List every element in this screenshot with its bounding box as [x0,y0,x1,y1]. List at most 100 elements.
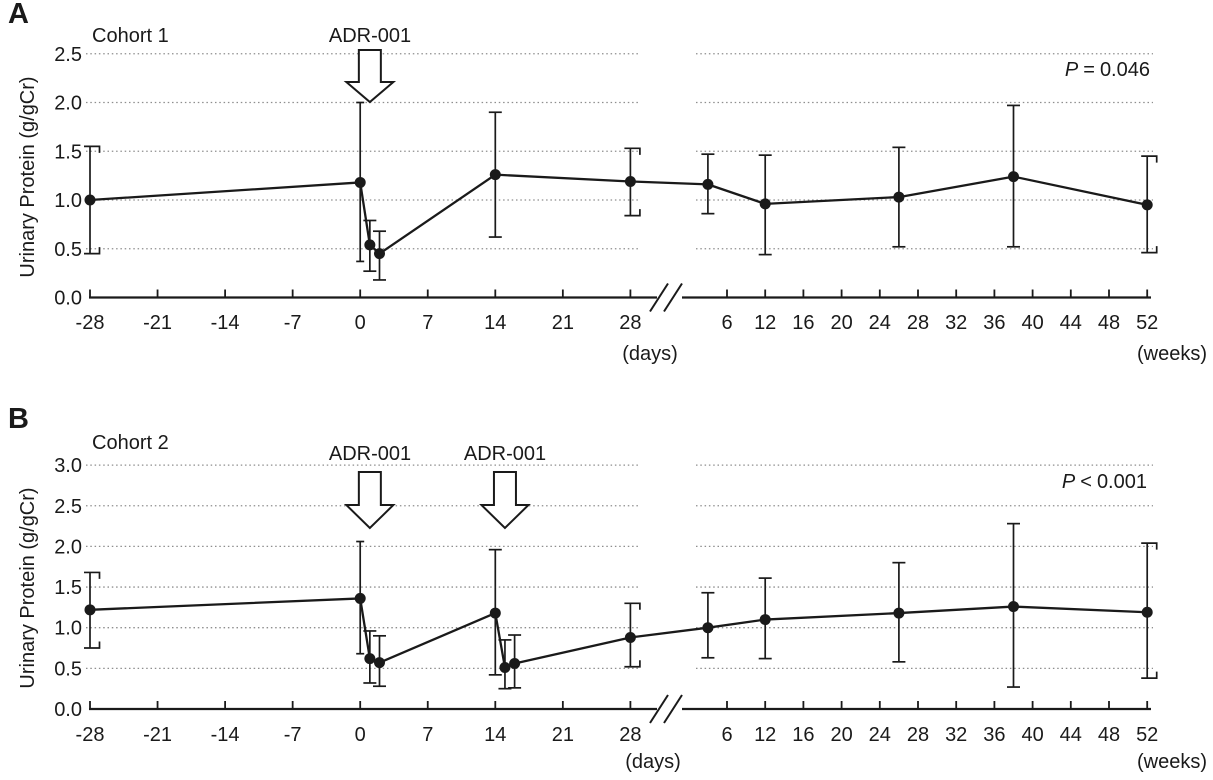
day-tick-label: -14 [211,312,240,334]
panel-b-y-axis-title: Urinary Protein (g/gCr) [17,487,39,689]
p-number: 0.001 [1096,471,1147,493]
y-tick-label: 3.0 [54,455,82,477]
week-tick-label: 36 [983,312,1005,334]
panel-a-weeks-unit-label: (weeks) [1136,343,1208,365]
day-tick-label: -14 [211,724,240,746]
day-tick-label: 7 [422,724,433,746]
day-tick-label: 14 [484,312,506,334]
data-point [509,657,521,669]
panel-a-title: Cohort 1 [92,25,169,47]
data-point [624,175,636,187]
p-symbol: P [1064,59,1079,81]
y-tick-label: 2.0 [54,93,82,115]
week-tick-label: 24 [869,312,891,334]
panel-a-p-value: P = 0.046 [1065,60,1150,80]
treatment-arrow-icon [343,471,396,530]
day-tick-label: 7 [422,312,433,334]
data-line [89,173,1148,255]
day-tick-label: -21 [143,312,172,334]
p-symbol: P [1061,471,1076,493]
data-point [364,239,376,251]
week-tick-label: 32 [945,724,967,746]
p-number: 0.046 [1099,59,1150,81]
y-tick-label: 1.5 [54,141,82,163]
day-tick-label: -21 [143,724,172,746]
y-tick-label: 2.5 [54,44,82,66]
axis-break-icon [649,282,669,313]
treatment-arrow-icon [343,49,397,104]
panel-a-days-unit-label: (days) [622,343,678,365]
axis-break-icon [649,694,669,724]
data-line [89,597,1148,669]
data-point [702,178,714,190]
data-point [759,198,771,210]
data-point [374,248,385,260]
week-tick-label: 12 [754,724,776,746]
y-tick-label: 2.0 [54,536,82,558]
p-relation: = [1083,59,1095,81]
day-tick-label: 14 [484,724,506,746]
day-tick-label: 0 [355,312,366,334]
data-point [84,194,96,206]
data-point [759,614,771,626]
panel-b-title: Cohort 2 [92,432,169,454]
panel-b-p-value: P <0.001 [1062,472,1147,492]
panel-b-weeks-unit-label: (weeks) [1136,751,1208,773]
day-tick-label: 0 [355,724,366,746]
day-tick-label: 28 [619,312,641,334]
week-tick-label: 32 [945,312,967,334]
panel-a: -28 -21 -14 -7 0 7 14 21 28 6 12 16 20 24 28 32 36 40 44 48… [54,44,1158,334]
week-tick-label: 28 [907,312,929,334]
week-tick-label: 52 [1136,724,1158,746]
y-tick-label: 0.0 [54,699,82,721]
week-tick-label: 44 [1060,312,1082,334]
y-tick-label: 1.0 [54,190,82,212]
day-tick-label: 21 [552,312,574,334]
data-point [489,169,501,181]
day-tick-label: 28 [619,724,641,746]
y-tick-label: 1.5 [54,577,82,599]
panel-b-letter: B [8,403,29,435]
week-tick-label: 36 [983,724,1005,746]
data-point [364,653,376,665]
data-point [489,607,501,619]
week-tick-label: 6 [721,312,732,334]
data-point [1008,171,1019,183]
day-tick-label: -28 [76,724,105,746]
data-point [1008,601,1019,613]
week-tick-label: 16 [792,724,814,746]
data-point [702,622,714,634]
week-tick-label: 52 [1136,312,1158,334]
axis-break-icon [663,694,683,724]
day-tick-label: -28 [76,312,105,334]
data-point [354,592,366,604]
data-point [374,657,385,669]
data-point [624,631,636,643]
data-point [1141,199,1153,211]
data-point [84,604,96,616]
data-point [893,607,905,619]
week-tick-label: 20 [830,724,852,746]
y-tick-label: 0.5 [54,239,82,261]
week-tick-label: 48 [1098,312,1120,334]
data-point [354,176,366,188]
week-tick-label: 40 [1021,312,1043,334]
data-point [1141,606,1153,618]
panel-a-treatment-label: ADR-001 [328,25,412,47]
panel-a-letter: A [8,0,29,30]
y-tick-label: 0.5 [54,658,82,680]
p-relation: < [1080,471,1092,493]
data-point [893,191,905,203]
week-tick-label: 44 [1060,724,1082,746]
week-tick-label: 12 [754,312,776,334]
axis-break-icon [663,282,683,313]
panel-b-treatment-label-1: ADR-001 [328,443,412,465]
panel-b: -28 -21 -14 -7 0 7 14 21 28 6 12 16 20 24 28 32 36 40 44 48… [54,455,1158,746]
week-tick-label: 40 [1021,724,1043,746]
week-tick-label: 48 [1098,724,1120,746]
y-tick-label: 0.0 [54,288,82,310]
week-tick-label: 20 [830,312,852,334]
week-tick-label: 28 [907,724,929,746]
